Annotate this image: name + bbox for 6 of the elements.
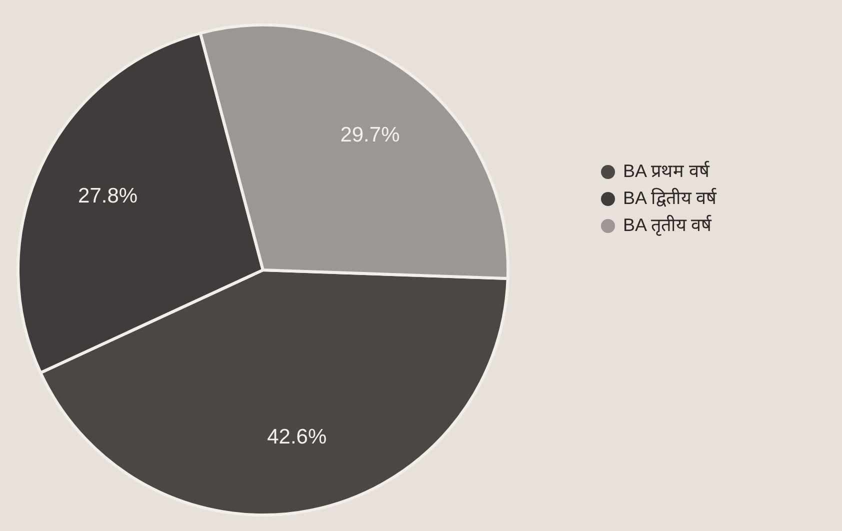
legend-label: BA द्वितीय वर्ष: [623, 186, 718, 208]
data-label: 29.7%: [340, 124, 400, 147]
data-label: 27.8%: [78, 184, 138, 208]
legend-label: BA प्रथम वर्ष: [623, 160, 710, 181]
legend-label: BA तृतीय वर्ष: [623, 214, 712, 236]
data-label: 42.6%: [267, 426, 327, 449]
